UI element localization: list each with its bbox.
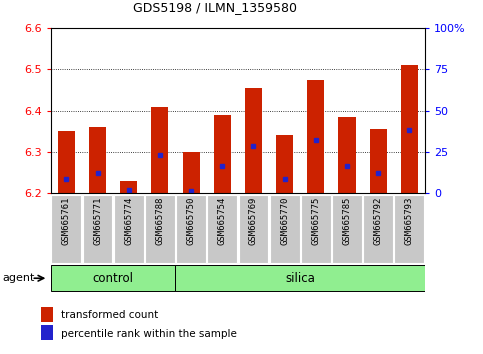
FancyBboxPatch shape (175, 265, 425, 291)
Bar (307, 80, 325, 193)
FancyBboxPatch shape (83, 195, 113, 263)
Text: GSM665771: GSM665771 (93, 197, 102, 245)
Bar (151, 107, 169, 193)
Text: GSM665770: GSM665770 (280, 197, 289, 245)
Text: control: control (93, 272, 134, 285)
Text: GSM665775: GSM665775 (312, 197, 320, 245)
Bar (401, 65, 418, 193)
FancyBboxPatch shape (207, 195, 237, 263)
Bar (41, 325, 53, 340)
Text: GSM665761: GSM665761 (62, 197, 71, 245)
Bar (213, 115, 231, 193)
Bar (245, 88, 262, 193)
Bar (41, 307, 53, 322)
Text: GSM665785: GSM665785 (342, 197, 352, 245)
Bar (120, 181, 137, 193)
FancyBboxPatch shape (51, 265, 175, 291)
Bar (89, 127, 106, 193)
Bar (276, 135, 293, 193)
Text: GSM665754: GSM665754 (218, 197, 227, 245)
FancyBboxPatch shape (332, 195, 362, 263)
FancyBboxPatch shape (239, 195, 269, 263)
Bar (369, 129, 387, 193)
FancyBboxPatch shape (114, 195, 143, 263)
Text: GSM665792: GSM665792 (374, 197, 383, 245)
Bar (183, 152, 199, 193)
Text: GSM665788: GSM665788 (156, 197, 164, 245)
Text: GDS5198 / ILMN_1359580: GDS5198 / ILMN_1359580 (133, 1, 298, 14)
FancyBboxPatch shape (395, 195, 425, 263)
Bar (339, 117, 355, 193)
Text: GSM665774: GSM665774 (124, 197, 133, 245)
Text: percentile rank within the sample: percentile rank within the sample (61, 329, 237, 339)
Text: silica: silica (285, 272, 315, 285)
FancyBboxPatch shape (301, 195, 331, 263)
Text: GSM665750: GSM665750 (186, 197, 196, 245)
Text: transformed count: transformed count (61, 310, 158, 320)
FancyBboxPatch shape (176, 195, 206, 263)
FancyBboxPatch shape (270, 195, 299, 263)
Text: GSM665793: GSM665793 (405, 197, 414, 245)
FancyBboxPatch shape (363, 195, 393, 263)
Text: agent: agent (2, 273, 35, 283)
FancyBboxPatch shape (51, 195, 81, 263)
Bar (58, 131, 75, 193)
Text: GSM665769: GSM665769 (249, 197, 258, 245)
FancyBboxPatch shape (145, 195, 175, 263)
